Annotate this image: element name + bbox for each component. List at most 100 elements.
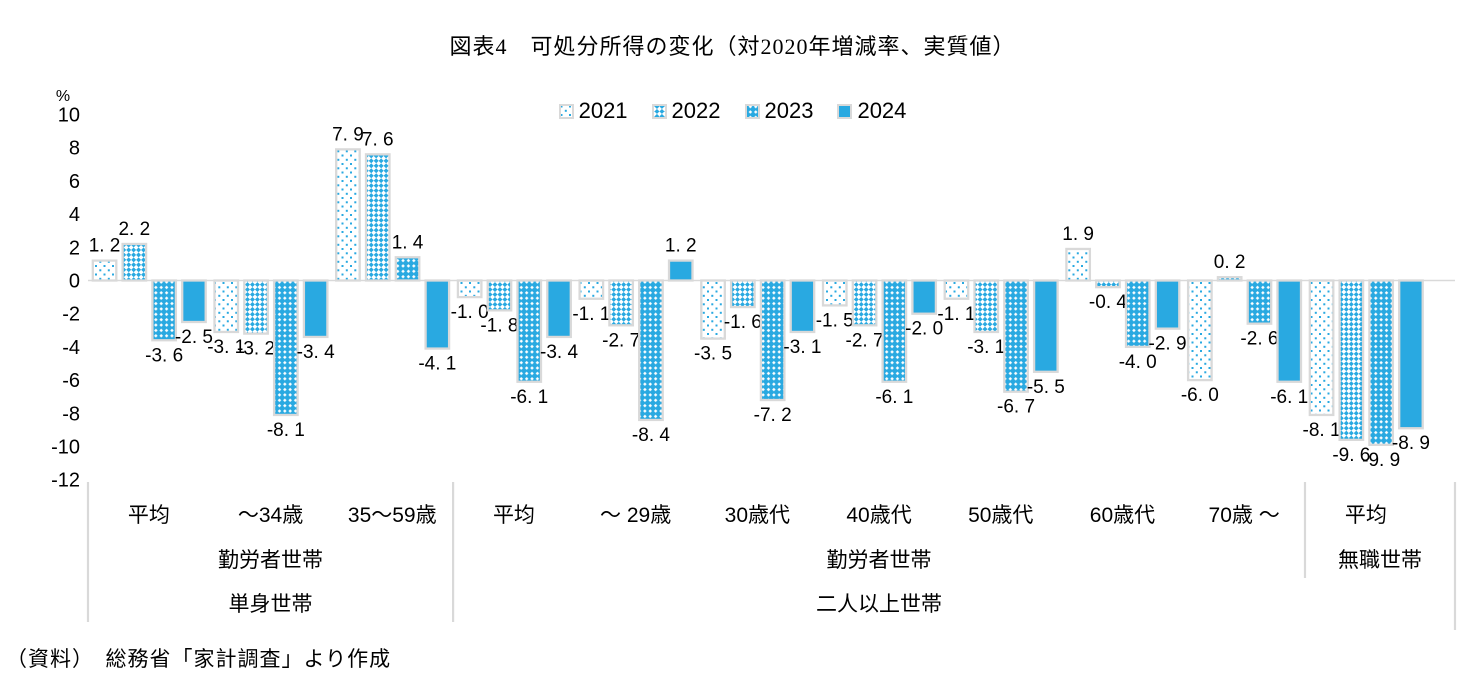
category-label: ～34歳 [238, 504, 303, 527]
y-tick-label: 8 [69, 138, 80, 160]
legend-item-2022: 2022 [651, 98, 721, 124]
bar-2023-9 [1246, 279, 1273, 325]
bar-2021-10 [1308, 279, 1335, 417]
category-label: 平均 [493, 504, 535, 527]
bar-2024-5 [789, 279, 816, 334]
bar-value-label: 2. 2 [118, 219, 150, 240]
bar-value-label: -1. 1 [937, 304, 975, 325]
bar-2023-0 [151, 279, 178, 342]
y-tick-label: -2 [62, 304, 80, 326]
bar-2024-1 [302, 279, 329, 339]
bar-2022-1 [243, 279, 269, 335]
bar-2022-3 [486, 279, 513, 312]
bar-value-label: -8. 9 [1392, 433, 1430, 454]
bar-value-label: -6. 1 [510, 387, 548, 408]
bar-value-label: -2. 9 [1149, 334, 1187, 355]
bar-2023-10 [1368, 279, 1395, 446]
bar-2021-6 [821, 279, 848, 307]
category-label: 60歳代 [1090, 504, 1155, 527]
y-tick-label: 4 [69, 204, 80, 226]
category-label: 30歳代 [725, 504, 790, 527]
legend-item-2021: 2021 [558, 98, 628, 124]
bar-2024-2 [424, 279, 451, 350]
bar-value-label: -8. 4 [632, 425, 670, 446]
legend-swatch-2023-icon [744, 103, 760, 119]
bar-value-label: -4. 0 [1119, 352, 1157, 373]
bar-2022-5 [729, 279, 756, 309]
bar-value-label: -3. 1 [783, 337, 821, 358]
bar-value-label: 1. 2 [89, 236, 121, 257]
bar-2024-7 [1032, 279, 1059, 373]
bar-2024-3 [546, 279, 572, 339]
category-label: 35～59歳 [348, 504, 437, 527]
legend-swatch-2024-icon [837, 103, 853, 119]
bar-2021-9 [1186, 279, 1213, 382]
y-tick-label: -8 [62, 403, 80, 425]
bar-value-label: -9. 9 [1362, 450, 1400, 471]
bar-value-label: -1. 1 [572, 304, 610, 325]
legend-label: 2021 [578, 98, 628, 123]
bar-value-label: -8. 1 [1303, 420, 1341, 441]
section-group-label: 無職世帯 [1338, 549, 1422, 572]
bar-value-label: -3. 4 [297, 342, 335, 363]
y-tick-label: 2 [69, 237, 80, 259]
bar-2022-7 [973, 279, 1000, 334]
legend-label: 2024 [857, 98, 907, 123]
bar-2024-0 [181, 279, 207, 324]
bar-value-label: 1. 9 [1062, 224, 1094, 245]
y-tick-label: -10 [51, 437, 80, 459]
bar-value-label: -1. 0 [451, 302, 489, 323]
bar-2021-4 [578, 279, 605, 300]
bar-value-label: 0. 2 [1214, 252, 1246, 273]
bar-2024-9 [1276, 279, 1303, 383]
y-tick-label: 10 [58, 105, 80, 127]
bar-2021-0 [91, 259, 118, 282]
bar-value-label: -2. 7 [846, 330, 884, 351]
bar-2024-10 [1398, 279, 1424, 430]
bar-2021-2 [335, 148, 361, 282]
category-label: 50歳代 [968, 504, 1033, 527]
bar-value-label: -6. 7 [997, 397, 1035, 418]
section-group-label: 勤労者世帯 [827, 549, 932, 572]
bar-2023-5 [759, 279, 786, 402]
category-label: ～ 29歳 [600, 504, 671, 527]
bar-2021-1 [213, 279, 240, 334]
bar-2023-6 [881, 279, 908, 383]
bar-2023-1 [272, 279, 299, 417]
legend: 2021 2022 2023 2024 [0, 98, 1465, 124]
y-tick-label: 6 [69, 171, 80, 193]
bar-value-label: -5. 5 [1027, 377, 1065, 398]
bar-2023-2 [394, 256, 421, 282]
bar-value-label: -3. 4 [540, 342, 578, 363]
y-tick-label: -6 [62, 370, 80, 392]
category-label: 40歳代 [846, 504, 911, 527]
category-label: 平均 [1345, 504, 1387, 527]
bar-2024-8 [1154, 279, 1181, 330]
bar-value-label: -3. 1 [207, 337, 245, 358]
bar-2023-3 [516, 279, 543, 383]
bar-value-label: -7. 2 [754, 405, 792, 426]
bar-value-label: -3. 6 [145, 345, 183, 366]
bar-2022-6 [851, 279, 878, 327]
section-group-label: 勤労者世帯 [218, 549, 323, 572]
source-note: （資料） 総務省「家計調査」より作成 [6, 647, 392, 671]
bar-value-label: -1. 8 [480, 315, 518, 336]
bar-value-label: -8. 1 [267, 420, 305, 441]
bar-2021-8 [1065, 247, 1092, 282]
y-tick-label: -12 [51, 470, 80, 492]
legend-item-2024: 2024 [837, 98, 906, 124]
bar-value-label: -6. 1 [875, 387, 913, 408]
y-tick-label: -4 [62, 337, 80, 359]
bar-2022-4 [608, 279, 635, 327]
bar-value-label: -0. 4 [1089, 292, 1127, 313]
bar-2023-4 [638, 279, 664, 422]
bar-value-label: -6. 1 [1270, 387, 1308, 408]
category-label: 平均 [128, 504, 170, 527]
legend-item-2023: 2023 [744, 98, 813, 124]
legend-swatch-2022-icon [651, 103, 667, 119]
bar-2023-7 [1003, 279, 1029, 393]
bar-2024-4 [667, 259, 694, 282]
bar-2022-9 [1216, 276, 1243, 282]
bar-2021-3 [456, 279, 483, 299]
